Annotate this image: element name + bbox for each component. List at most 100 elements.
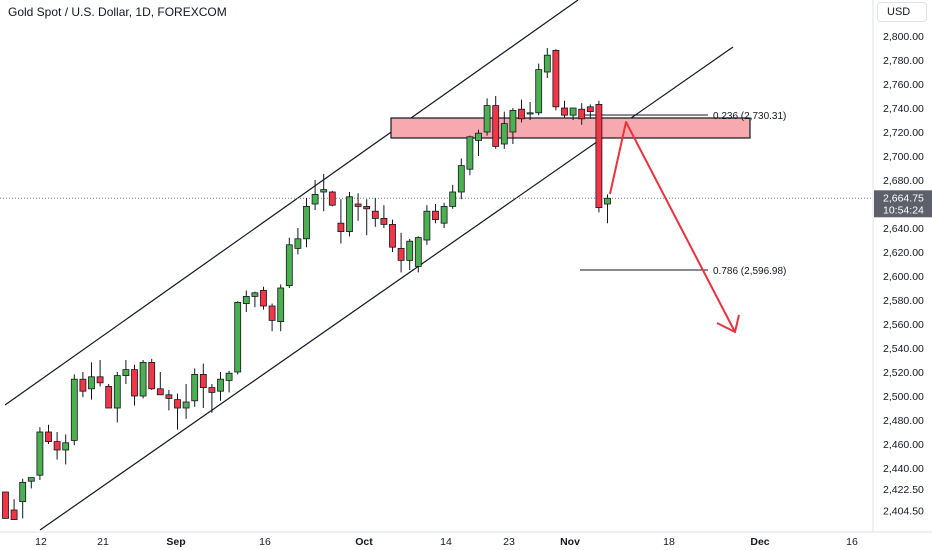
candle [217, 372, 224, 401]
candle-body [191, 373, 199, 402]
chart-title: Gold Spot / U.S. Dollar, 1D, FOREXCOM [8, 5, 227, 19]
resistance-zone [390, 117, 751, 139]
candle [131, 364, 138, 406]
candle-body [552, 50, 560, 108]
candle [500, 111, 508, 149]
price-tick-label: 2,600.00 [883, 271, 924, 283]
candle-body [165, 394, 173, 399]
candle [440, 202, 448, 228]
time-tick-label: 23 [503, 536, 515, 548]
candle [139, 360, 147, 399]
candle [165, 390, 173, 411]
candle-body [36, 431, 44, 476]
candle [492, 96, 500, 149]
candle-body [277, 287, 285, 322]
candle-body [466, 136, 474, 170]
candle [526, 102, 534, 120]
candle [552, 49, 560, 111]
candle-body [449, 191, 457, 207]
candle-body [457, 165, 465, 193]
candle [535, 63, 543, 116]
current-price-value: 2,664.75 [883, 192, 924, 204]
candle-body [578, 108, 586, 120]
fib-0786-label: 0.786 (2,596.98) [713, 266, 786, 277]
candle [105, 384, 113, 409]
arrow-head [716, 314, 740, 333]
price-tick-label: 2,720.00 [883, 127, 924, 139]
price-tick-label: 2,500.00 [883, 391, 924, 403]
candle-body [595, 104, 603, 208]
candle-body [10, 509, 18, 520]
price-tick-label: 2,480.00 [883, 415, 924, 427]
price-tick-label: 2,520.00 [883, 367, 924, 379]
candle [475, 129, 482, 156]
candle-body [251, 292, 259, 297]
candle-body [122, 369, 130, 377]
time-tick-label: Oct [355, 536, 373, 548]
projection-arrow [609, 121, 740, 333]
candle-body [543, 54, 551, 73]
fib-0236-label: 0.236 (2,730.31) [713, 111, 786, 122]
candle [518, 99, 525, 123]
channel-upper-line [4, 0, 579, 406]
plot-area: 0.236 (2,730.31) 0.786 (2,596.98) [0, 0, 873, 531]
price-tick-label: 2,404.50 [883, 506, 924, 518]
price-tick-label: 2,620.00 [883, 247, 924, 259]
candle [225, 370, 233, 393]
price-tick-label: 2,540.00 [883, 343, 924, 355]
candle-body [79, 378, 87, 392]
candle [199, 363, 207, 408]
time-tick-label: Dec [750, 536, 769, 548]
candle [148, 358, 156, 390]
candle-body [389, 223, 396, 248]
candle-body [174, 399, 181, 409]
candle-body [397, 247, 405, 261]
candle-body [475, 132, 482, 141]
time-tick-label: Nov [560, 536, 580, 548]
candle [346, 192, 353, 237]
candle-body [518, 108, 525, 120]
candle [10, 499, 18, 520]
candle-body [53, 441, 61, 451]
candle [363, 199, 371, 236]
candle-body [131, 369, 138, 397]
candle [303, 198, 310, 248]
candle-body [294, 238, 302, 249]
candle-body [105, 385, 113, 409]
candle-body [148, 361, 156, 390]
candle [586, 104, 594, 119]
candle-body [569, 107, 577, 116]
candle-body [354, 203, 362, 207]
candle-body [320, 189, 328, 193]
candle-body [199, 373, 207, 388]
candle [483, 98, 491, 136]
price-tick-label: 2,760.00 [883, 79, 924, 91]
candle-body [509, 110, 517, 133]
candle [45, 424, 52, 444]
price-tick-label: 2,800.00 [883, 31, 924, 43]
candle-body [363, 205, 371, 210]
price-tick-label: 2,580.00 [883, 295, 924, 307]
candle-body [45, 431, 52, 442]
candle [27, 477, 35, 489]
candle [96, 360, 104, 387]
candle-body [113, 375, 121, 409]
price-tick-label: 2,440.00 [883, 463, 924, 475]
candle-body [406, 240, 414, 261]
candle [182, 384, 190, 419]
currency-button[interactable]: USD [877, 2, 927, 22]
candle [449, 184, 457, 209]
price-tick-label: 2,560.00 [883, 319, 924, 331]
price-axis-background [873, 0, 932, 550]
candle [569, 107, 577, 120]
candle-body [526, 112, 534, 115]
candle-body [483, 105, 491, 133]
candle-body [242, 295, 250, 304]
candle-body [414, 237, 422, 267]
candle [19, 478, 27, 519]
time-tick-label: 16 [846, 536, 858, 548]
candle [328, 190, 336, 207]
candle-body [217, 378, 224, 392]
